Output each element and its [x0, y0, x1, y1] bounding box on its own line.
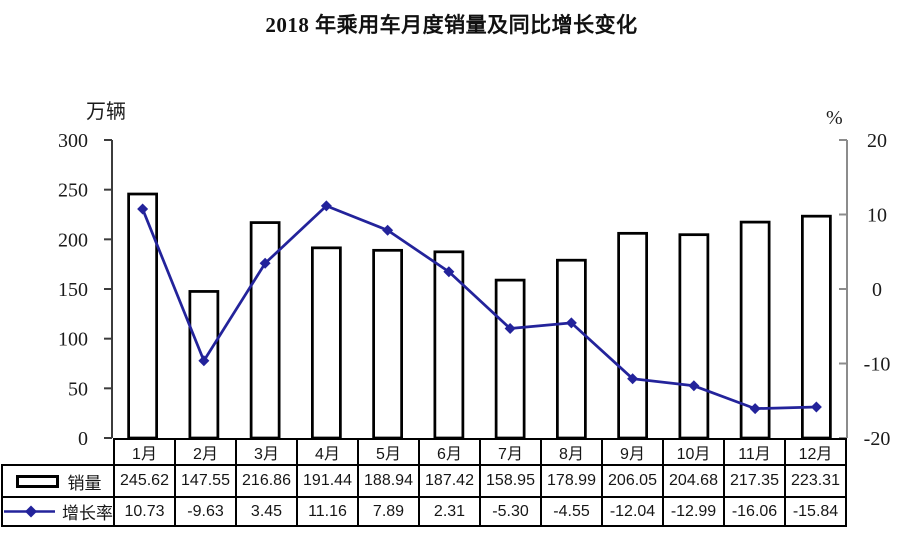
- sales-value-cell: 245.62: [113, 464, 176, 498]
- line-marker-8月: [565, 317, 577, 329]
- line-series-legend-icon: [4, 505, 55, 518]
- sales-value-cell: 147.55: [174, 464, 237, 498]
- chart-title: 2018 年乘用车月度销量及同比增长变化: [265, 13, 638, 37]
- right-axis-unit-label: %: [826, 107, 843, 129]
- bar-6月: [433, 250, 465, 440]
- month-cell: 1月: [113, 438, 176, 466]
- month-cell: 5月: [357, 438, 420, 466]
- right-axis-tick-label: 0: [872, 279, 882, 301]
- sales-value-cell: 187.42: [418, 464, 481, 498]
- line-marker-12月: [810, 401, 822, 413]
- bar-series-legend-icon: [15, 474, 59, 488]
- sales-legend-label: 销量: [67, 473, 102, 493]
- left-axis-tick-label: 200: [58, 229, 88, 251]
- line-marker-3月: [259, 257, 271, 269]
- growth-legend-cell: 增长率: [1, 496, 115, 527]
- growth-value-cell: -15.84: [784, 496, 847, 527]
- sales-row: 销量 245.62 147.55 216.86 191.44 188.94 187.42 1…: [1, 464, 847, 498]
- bar-11月: [739, 220, 771, 440]
- sales-value-cell: 217.35: [723, 464, 786, 498]
- line-marker-7月: [504, 322, 516, 334]
- sales-value-cell: 158.95: [479, 464, 542, 498]
- sales-legend: 销量: [4, 469, 112, 494]
- line-marker-5月: [382, 224, 394, 236]
- month-cell: 12月: [784, 438, 847, 466]
- line-marker-6月: [443, 266, 455, 278]
- bar-7月: [494, 278, 526, 440]
- growth-value-cell: 3.45: [235, 496, 298, 527]
- sales-value-cell: 206.05: [601, 464, 664, 498]
- month-cell: 7月: [479, 438, 542, 466]
- bars-series: [127, 192, 832, 440]
- line-series: [137, 200, 822, 415]
- sales-value-cell: 188.94: [357, 464, 420, 498]
- left-axis-unit-label: 万辆: [86, 101, 126, 123]
- month-cell: 9月: [601, 438, 664, 466]
- growth-line: [141, 204, 817, 411]
- right-axis-tick-label: 10: [867, 205, 887, 227]
- growth-value-cell: -12.99: [662, 496, 725, 527]
- sales-value-cell: 223.31: [784, 464, 847, 498]
- sales-value-cell: 204.68: [662, 464, 725, 498]
- growth-row: 增长率 10.73 -9.63 3.45 11.16 7.89 2.31 -5.30 -4.5…: [1, 496, 847, 527]
- growth-value-cell: -9.63: [174, 496, 237, 527]
- growth-legend: 增长率: [4, 499, 113, 524]
- bar-9月: [617, 231, 648, 440]
- growth-value-cell: -5.30: [479, 496, 542, 527]
- growth-value-cell: 11.16: [296, 496, 359, 527]
- line-marker-9月: [627, 373, 639, 385]
- line-marker-10月: [688, 380, 700, 392]
- left-axis-tick-label: 250: [58, 180, 88, 202]
- sales-legend-cell: 销量: [1, 464, 115, 498]
- right-axis: -20 -10 0 10 20: [839, 130, 890, 450]
- data-table: 1月 2月 3月 4月 5月 6月 7月 8月 9月 10月 11月 12月 销量 245.62 147…: [1, 438, 847, 527]
- left-axis: 0 50 100 150 200 250 300: [58, 130, 113, 450]
- sales-value-cell: 178.99: [540, 464, 603, 498]
- bar-12月: [801, 214, 832, 440]
- month-cell: 11月: [723, 438, 786, 466]
- month-cell: 3月: [235, 438, 298, 466]
- growth-value-cell: -16.06: [723, 496, 786, 527]
- bar-10月: [678, 233, 710, 440]
- left-axis-tick-label: 50: [68, 378, 88, 400]
- left-axis-tick-label: 100: [58, 329, 88, 351]
- growth-value-cell: -4.55: [540, 496, 603, 527]
- line-marker-11月: [749, 403, 761, 415]
- left-axis-tick-label: 300: [58, 130, 88, 152]
- growth-value-cell: 10.73: [113, 496, 176, 527]
- left-axis-tick-label: 150: [58, 279, 88, 301]
- sales-value-cell: 216.86: [235, 464, 298, 498]
- month-cell: 10月: [662, 438, 725, 466]
- growth-value-cell: 2.31: [418, 496, 481, 527]
- month-cell: 2月: [174, 438, 237, 466]
- sales-value-cell: 191.44: [296, 464, 359, 498]
- bar-5月: [372, 248, 403, 440]
- growth-value-cell: 7.89: [357, 496, 420, 527]
- line-marker-1月: [137, 203, 149, 215]
- month-cell: 6月: [418, 438, 481, 466]
- line-marker-4月: [320, 200, 332, 212]
- right-axis-tick-label: -10: [864, 354, 891, 376]
- line-marker-2月: [198, 355, 210, 367]
- table-corner-cell: [2, 439, 114, 465]
- right-axis-tick-label: -20: [864, 428, 891, 450]
- bar-4月: [311, 246, 342, 440]
- month-header-row: 1月 2月 3月 4月 5月 6月 7月 8月 9月 10月 11月 12月: [2, 438, 847, 466]
- month-cell: 4月: [296, 438, 359, 466]
- right-axis-tick-label: 20: [867, 130, 887, 152]
- growth-legend-label: 增长率: [62, 504, 113, 523]
- growth-value-cell: -12.04: [601, 496, 664, 527]
- left-axis-tick-label: 0: [78, 428, 88, 450]
- bar-8月: [556, 258, 587, 440]
- month-cell: 8月: [540, 438, 603, 466]
